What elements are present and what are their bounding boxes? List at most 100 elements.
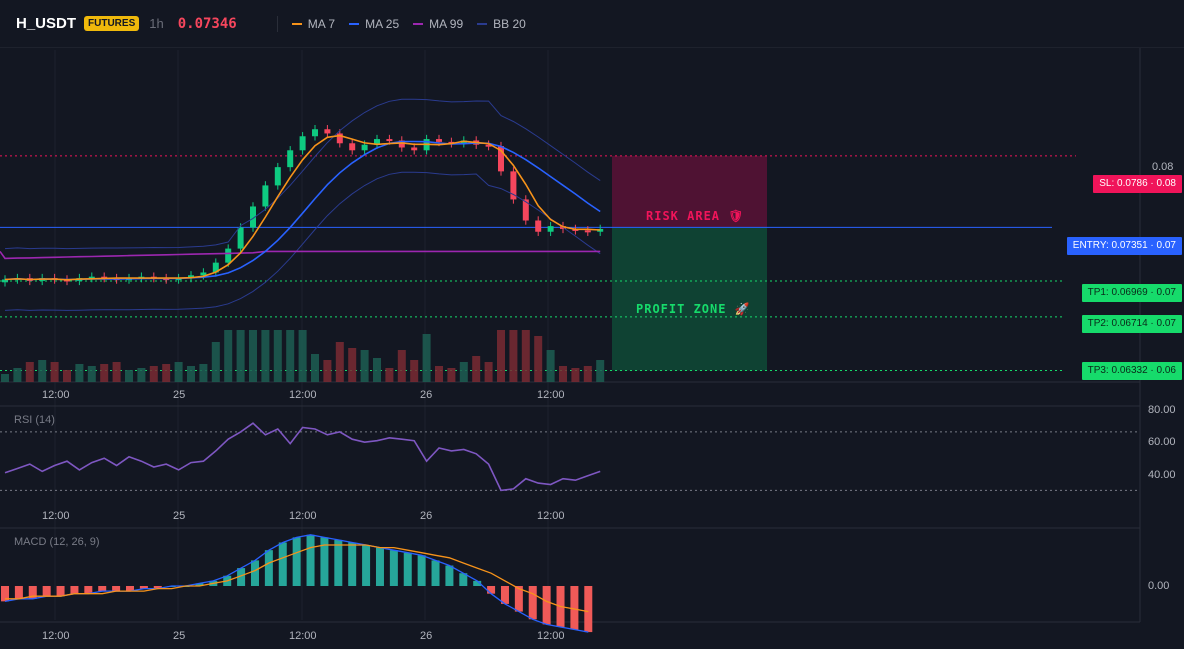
legend-ma7-label: MA 7 bbox=[307, 16, 336, 31]
candle bbox=[312, 129, 318, 137]
volume-bar bbox=[385, 368, 394, 382]
macd-histogram-bar bbox=[153, 586, 162, 589]
legend-ma99[interactable]: MA 99 bbox=[413, 17, 463, 31]
macd-histogram-bar bbox=[389, 550, 398, 586]
time-label: 25 bbox=[173, 389, 186, 401]
candle bbox=[398, 140, 405, 148]
volume-bar bbox=[360, 350, 369, 382]
candle bbox=[386, 139, 393, 142]
candle bbox=[2, 279, 8, 283]
rsi-title: RSI (14) bbox=[14, 414, 55, 426]
symbol-name[interactable]: H_USDT bbox=[16, 15, 77, 32]
volume-bar bbox=[236, 330, 245, 382]
volume-bar bbox=[521, 330, 530, 382]
volume-bar bbox=[137, 368, 146, 382]
volume-bar bbox=[348, 348, 357, 382]
legend-ma99-label: MA 99 bbox=[429, 16, 464, 31]
time-label: 26 bbox=[420, 510, 433, 522]
volume-bar bbox=[211, 342, 220, 382]
macd-histogram-bar bbox=[195, 583, 204, 586]
macd-histogram-bar bbox=[306, 534, 315, 586]
volume-bar bbox=[112, 362, 121, 382]
bb-lower-line bbox=[4, 171, 601, 311]
volume-bar bbox=[447, 368, 456, 382]
macd-histogram-bar bbox=[514, 586, 523, 612]
candle bbox=[299, 136, 306, 151]
time-label: 25 bbox=[173, 630, 186, 642]
volume-bar bbox=[13, 368, 22, 382]
time-label: 26 bbox=[420, 630, 433, 642]
candle bbox=[237, 227, 244, 249]
volume-bar bbox=[87, 366, 96, 382]
volume-bar bbox=[509, 330, 518, 382]
macd-histogram-bar bbox=[362, 545, 371, 586]
timeframe-selector[interactable]: 1h bbox=[149, 16, 164, 31]
volume-bar bbox=[323, 360, 332, 382]
candle bbox=[498, 146, 504, 172]
volume-bar bbox=[273, 330, 282, 382]
macd-histogram-bar bbox=[278, 542, 287, 586]
candle bbox=[88, 276, 95, 279]
legend-ma7[interactable]: MA 7 bbox=[291, 16, 336, 31]
header-divider bbox=[276, 15, 278, 32]
volume-bar bbox=[75, 364, 84, 382]
rsi-line bbox=[4, 422, 601, 492]
macd-histogram-bar bbox=[445, 565, 454, 586]
volume-bar bbox=[497, 330, 505, 382]
time-label: 26 bbox=[420, 389, 433, 401]
candle bbox=[485, 144, 492, 147]
candle bbox=[324, 129, 331, 134]
macd-histogram-bar bbox=[334, 539, 343, 586]
candle bbox=[547, 226, 554, 232]
volume-bar bbox=[286, 330, 295, 382]
candle bbox=[535, 220, 542, 232]
volume-bar bbox=[63, 370, 71, 382]
candle bbox=[212, 262, 219, 273]
macd-histogram-bar bbox=[84, 586, 93, 594]
volume-bar bbox=[335, 342, 344, 382]
time-label: 12:00 bbox=[537, 630, 565, 642]
macd-histogram-bar bbox=[570, 586, 579, 630]
tp1-tag: TP1: 0.06969 · 0.07 bbox=[1081, 284, 1182, 302]
volume-bar bbox=[25, 362, 34, 382]
macd-histogram-bar bbox=[542, 586, 551, 625]
macd-histogram-bar bbox=[292, 537, 301, 586]
volume-bar bbox=[435, 366, 443, 382]
volume-bar bbox=[546, 350, 555, 382]
candle bbox=[436, 139, 442, 142]
macd-histogram-bar bbox=[14, 586, 23, 599]
macd-histogram-bar bbox=[264, 550, 273, 586]
macd-histogram-bar bbox=[139, 586, 148, 589]
ma7-line bbox=[4, 134, 601, 281]
rsi-tick: 60.00 bbox=[1148, 436, 1176, 448]
macd-tick: 0.00 bbox=[1148, 580, 1170, 592]
time-label: 25 bbox=[173, 510, 186, 522]
candle bbox=[200, 272, 207, 276]
volume-bar bbox=[1, 374, 9, 382]
volume-bar bbox=[397, 350, 406, 382]
volume-bar bbox=[484, 362, 493, 382]
volume-bar bbox=[596, 360, 605, 382]
macd-line bbox=[4, 534, 589, 633]
legend-ma25[interactable]: MA 25 bbox=[349, 17, 399, 31]
volume-bar bbox=[534, 336, 543, 382]
market-badge: FUTURES bbox=[84, 16, 140, 31]
macd-histogram-bar bbox=[348, 542, 357, 586]
macd-histogram-bar bbox=[125, 586, 134, 592]
macd-histogram-bar bbox=[237, 568, 246, 586]
volume-bar bbox=[472, 356, 481, 382]
volume-bar bbox=[583, 366, 592, 382]
macd-histogram-bar bbox=[28, 586, 37, 599]
candle bbox=[250, 206, 256, 228]
rsi-tick: 80.00 bbox=[1148, 404, 1176, 416]
stop-loss-tag: SL: 0.0786 · 0.08 bbox=[1093, 175, 1182, 193]
macd-histogram-bar bbox=[112, 586, 121, 592]
macd-title: MACD (12, 26, 9) bbox=[14, 536, 100, 548]
rsi-tick: 40.00 bbox=[1148, 469, 1176, 481]
time-label: 12:00 bbox=[537, 510, 565, 522]
candle bbox=[349, 143, 356, 151]
macd-histogram-bar bbox=[403, 552, 412, 586]
legend-bb20[interactable]: BB 20 bbox=[477, 17, 526, 31]
chart-header: H_USDT FUTURES 1h 0.07346 MA 7 MA 25 MA … bbox=[0, 0, 1184, 48]
